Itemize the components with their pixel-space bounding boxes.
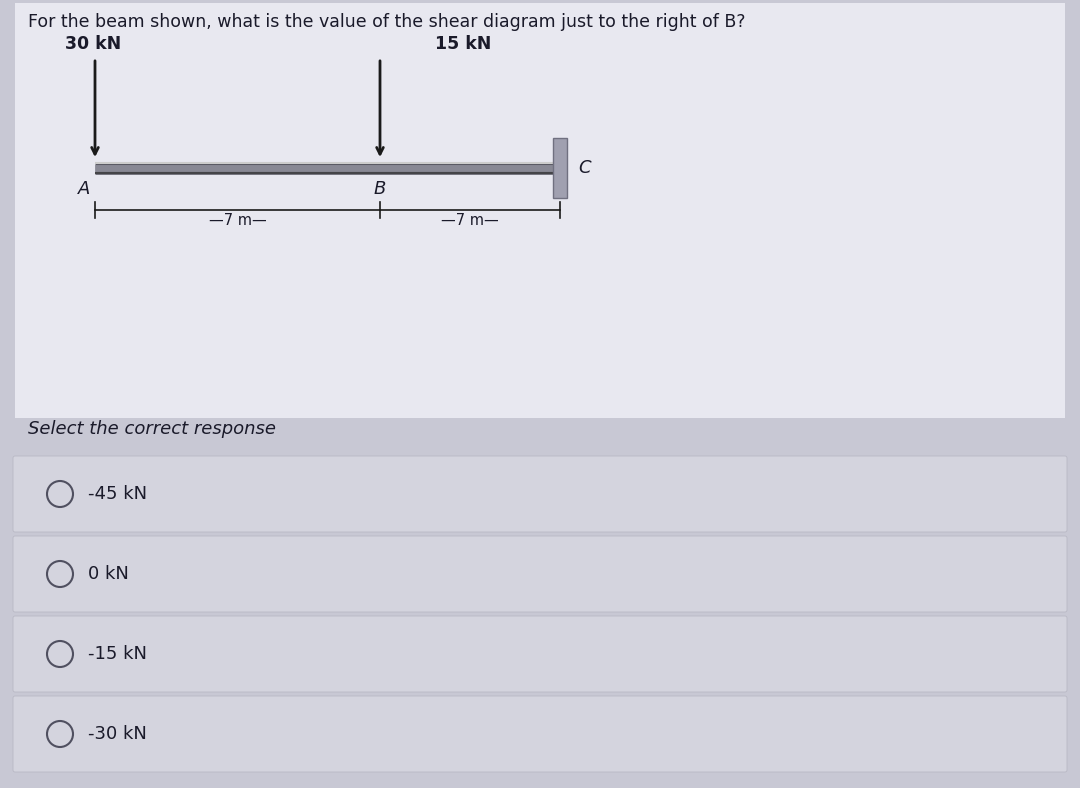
FancyBboxPatch shape — [13, 456, 1067, 532]
Text: -30 kN: -30 kN — [87, 725, 147, 743]
Text: 30 kN: 30 kN — [65, 35, 121, 53]
Text: B: B — [374, 180, 387, 198]
Text: -45 kN: -45 kN — [87, 485, 147, 503]
Text: A: A — [78, 180, 90, 198]
Text: For the beam shown, what is the value of the shear diagram just to the right of : For the beam shown, what is the value of… — [28, 13, 745, 31]
Text: Select the correct response: Select the correct response — [28, 420, 276, 438]
FancyBboxPatch shape — [13, 616, 1067, 692]
Text: 0 kN: 0 kN — [87, 565, 129, 583]
Text: —7 m—: —7 m— — [441, 213, 499, 228]
Text: 15 kN: 15 kN — [435, 35, 491, 53]
Bar — [553, 138, 567, 198]
Text: —7 m—: —7 m— — [208, 213, 267, 228]
FancyBboxPatch shape — [13, 696, 1067, 772]
Text: -15 kN: -15 kN — [87, 645, 147, 663]
FancyBboxPatch shape — [13, 536, 1067, 612]
Text: C: C — [578, 159, 591, 177]
FancyBboxPatch shape — [15, 3, 1065, 418]
